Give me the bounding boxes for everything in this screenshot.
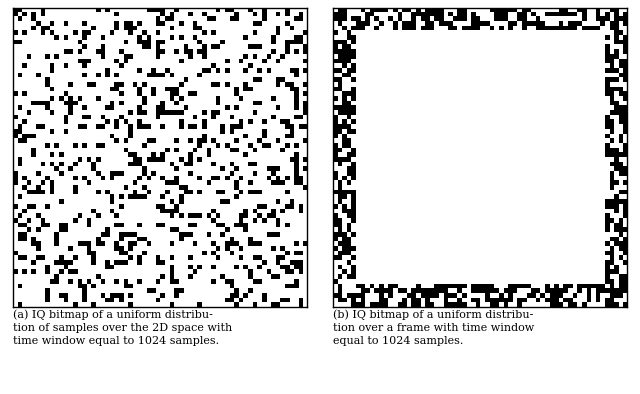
Text: (b) IQ bitmap of a uniform distribu-
tion over a frame with time window
equal to: (b) IQ bitmap of a uniform distribu- tio…: [333, 309, 534, 346]
Text: (a) IQ bitmap of a uniform distribu-
tion of samples over the 2D space with
time: (a) IQ bitmap of a uniform distribu- tio…: [13, 309, 232, 346]
